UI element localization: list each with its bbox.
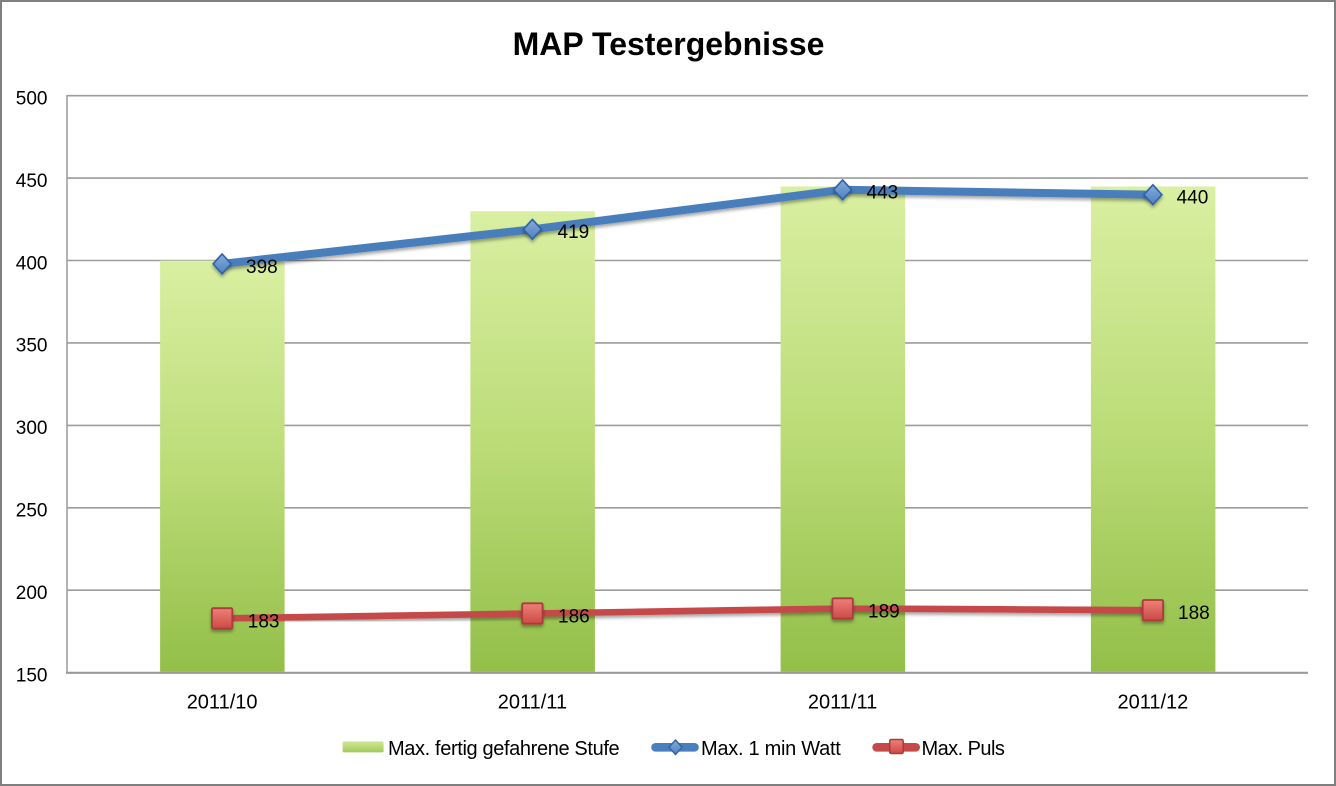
svg-text:Max. 1 min Watt: Max. 1 min Watt (701, 738, 841, 760)
svg-text:188: 188 (1178, 603, 1210, 624)
svg-text:Max. fertig gefahrene Stufe: Max. fertig gefahrene Stufe (388, 738, 620, 760)
svg-text:186: 186 (558, 606, 590, 627)
svg-text:350: 350 (16, 336, 48, 357)
svg-text:300: 300 (16, 418, 48, 439)
svg-text:450: 450 (16, 171, 48, 192)
svg-text:440: 440 (1177, 188, 1209, 209)
svg-text:Max. Puls: Max. Puls (922, 738, 1005, 760)
svg-text:183: 183 (248, 611, 280, 632)
svg-text:250: 250 (16, 501, 48, 522)
svg-text:2011/11: 2011/11 (498, 691, 567, 713)
svg-text:189: 189 (868, 601, 900, 622)
svg-text:500: 500 (16, 89, 48, 110)
svg-text:443: 443 (867, 183, 899, 204)
svg-text:2011/12: 2011/12 (1117, 691, 1188, 713)
svg-text:2011/10: 2011/10 (187, 691, 258, 713)
svg-text:419: 419 (558, 222, 590, 243)
svg-text:2011/11: 2011/11 (808, 691, 877, 713)
svg-text:MAP Testergebnisse: MAP Testergebnisse (513, 26, 825, 62)
svg-text:150: 150 (16, 665, 48, 686)
svg-text:200: 200 (16, 583, 48, 604)
svg-text:398: 398 (246, 257, 278, 278)
svg-text:400: 400 (16, 253, 48, 274)
